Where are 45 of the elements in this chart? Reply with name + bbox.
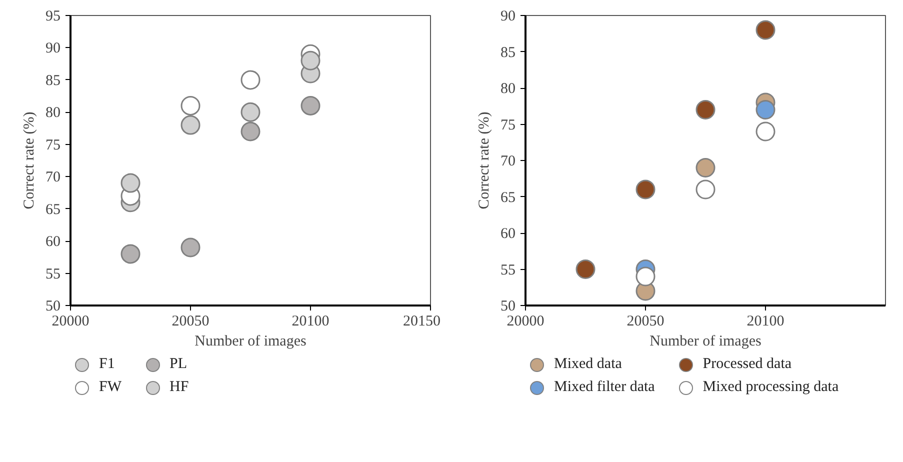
y-tick-label: 75 (500, 117, 516, 134)
legend-label: Processed data (702, 355, 792, 374)
point (636, 266, 656, 286)
y-tick-label: 85 (500, 44, 516, 61)
y-tick-label: 60 (46, 234, 60, 250)
y-tick-label: 75 (46, 137, 60, 154)
y-tick-label: 90 (46, 40, 60, 57)
y-axis-title: Correct rate (%) (476, 112, 492, 210)
legend-label: HF (170, 378, 189, 398)
x-tick-label: 20100 (292, 314, 330, 330)
y-tick-label: 95 (46, 8, 60, 24)
y-tick-label: 55 (46, 266, 60, 282)
legend-label: Mixed data (554, 355, 622, 374)
x-tick-label: 20050 (626, 314, 664, 330)
y-tick-label: 60 (500, 226, 516, 242)
y-tick-label: 55 (500, 262, 516, 278)
legend-label: F1 (99, 355, 115, 374)
legend-label: FW (99, 378, 122, 398)
x-tick-label: 20100 (746, 314, 784, 330)
y-tick-label: 80 (46, 105, 60, 122)
point (696, 158, 716, 178)
y-tick-label: 85 (46, 72, 60, 89)
y-tick-label: 50 (500, 298, 516, 314)
x-axis-title: Number of images (650, 334, 762, 350)
y-tick-label: 70 (500, 154, 516, 170)
x-tick-label: 20050 (172, 314, 210, 330)
x-axis-title: Number of images (194, 334, 306, 350)
x-tick-label: 20000 (506, 314, 544, 330)
point (576, 260, 596, 279)
y-axis-title: Correct rate (%) (22, 112, 38, 210)
point (756, 100, 776, 120)
y-tick-label: 70 (46, 170, 60, 186)
y-tick-label: 65 (500, 190, 516, 206)
legend-label: PL (170, 355, 188, 374)
legend-label: Mixed processing data (702, 378, 839, 398)
x-tick-label: 20150 (403, 314, 440, 330)
point (696, 100, 716, 120)
y-tick-label: 80 (500, 81, 516, 97)
point (636, 180, 656, 200)
legend-label: Mixed filter data (554, 378, 655, 398)
y-tick-label: 65 (46, 202, 60, 218)
y-tick-label: 50 (46, 298, 60, 314)
x-tick-label: 20000 (52, 314, 90, 330)
point (756, 20, 776, 40)
y-tick-label: 90 (500, 8, 516, 24)
